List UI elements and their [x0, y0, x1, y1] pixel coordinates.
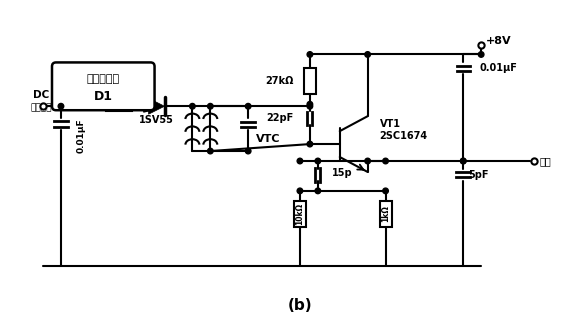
Text: 5pF: 5pF: [468, 170, 488, 180]
Circle shape: [365, 158, 370, 164]
Circle shape: [208, 148, 213, 154]
Circle shape: [297, 158, 303, 164]
Circle shape: [190, 103, 195, 109]
Text: 控制电压: 控制电压: [31, 104, 52, 113]
Circle shape: [246, 148, 251, 154]
Circle shape: [297, 188, 303, 194]
Circle shape: [478, 52, 484, 57]
Circle shape: [460, 158, 466, 164]
Text: 输出: 输出: [540, 156, 552, 166]
Text: +8V: +8V: [486, 36, 512, 46]
Circle shape: [307, 141, 312, 147]
FancyBboxPatch shape: [52, 63, 155, 110]
Circle shape: [315, 188, 320, 194]
Circle shape: [307, 103, 312, 109]
Bar: [380, 201, 392, 227]
Text: 1SV55: 1SV55: [139, 115, 174, 125]
Circle shape: [460, 158, 466, 164]
Text: 变容二极管: 变容二极管: [87, 74, 120, 84]
Text: DC: DC: [33, 90, 49, 100]
Text: VTC: VTC: [256, 134, 281, 144]
Text: 22pF: 22pF: [267, 113, 294, 123]
Circle shape: [383, 188, 388, 194]
Text: (b): (b): [288, 298, 312, 313]
Bar: [304, 68, 316, 94]
Circle shape: [307, 101, 312, 107]
Text: 15p: 15p: [332, 168, 353, 178]
Circle shape: [246, 103, 251, 109]
Circle shape: [383, 158, 388, 164]
Text: D1: D1: [94, 90, 113, 103]
Circle shape: [58, 103, 64, 109]
Text: VT1: VT1: [380, 119, 401, 129]
Polygon shape: [149, 98, 165, 114]
Text: 1kΩ: 1kΩ: [381, 205, 390, 222]
Circle shape: [315, 158, 320, 164]
Text: 27kΩ: 27kΩ: [265, 76, 294, 87]
Text: 0.01μF: 0.01μF: [77, 119, 86, 154]
Text: 100kΩ: 100kΩ: [101, 89, 136, 99]
Bar: [294, 201, 306, 227]
Circle shape: [365, 52, 370, 57]
Circle shape: [307, 52, 312, 57]
Text: 0.01μF: 0.01μF: [479, 64, 517, 74]
Bar: [106, 102, 132, 111]
Text: 10kΩ: 10kΩ: [295, 203, 305, 225]
Circle shape: [208, 103, 213, 109]
Text: 2SC1674: 2SC1674: [380, 131, 428, 141]
